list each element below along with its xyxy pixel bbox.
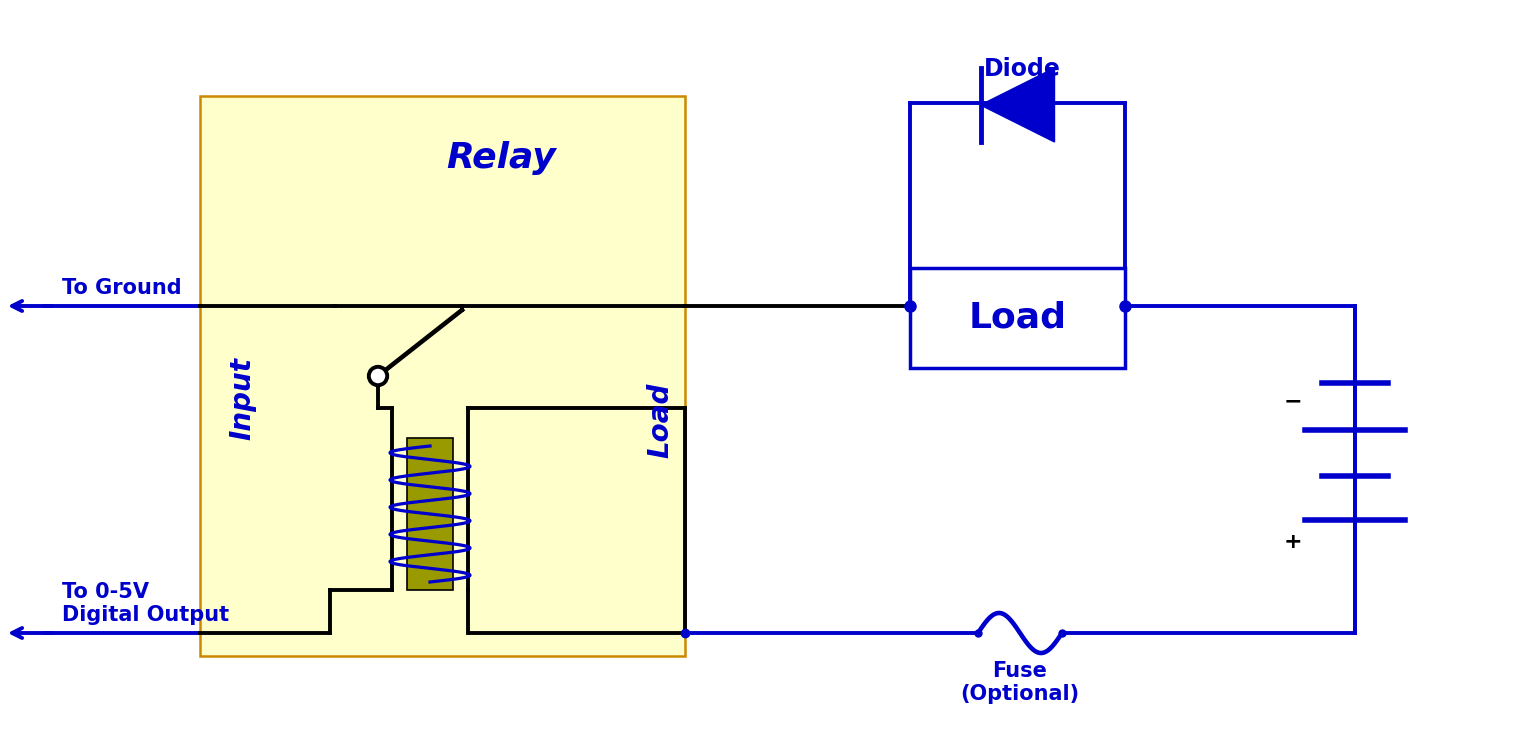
Text: Relay: Relay (445, 141, 555, 175)
Text: To 0-5V
Digital Output: To 0-5V Digital Output (63, 582, 230, 625)
Text: To Ground: To Ground (63, 278, 182, 298)
Text: Load: Load (968, 301, 1066, 335)
Bar (910, 268, 1125, 368)
Bar (407, 438, 453, 590)
Text: Input: Input (228, 357, 256, 440)
Polygon shape (981, 68, 1054, 142)
Circle shape (369, 367, 387, 385)
Text: +: + (1284, 532, 1302, 552)
Text: Fuse
(Optional): Fuse (Optional) (961, 661, 1080, 704)
Text: −: − (1284, 391, 1302, 412)
Bar (200, 96, 685, 656)
Text: Diode: Diode (984, 57, 1060, 81)
Text: Load: Load (646, 383, 675, 458)
